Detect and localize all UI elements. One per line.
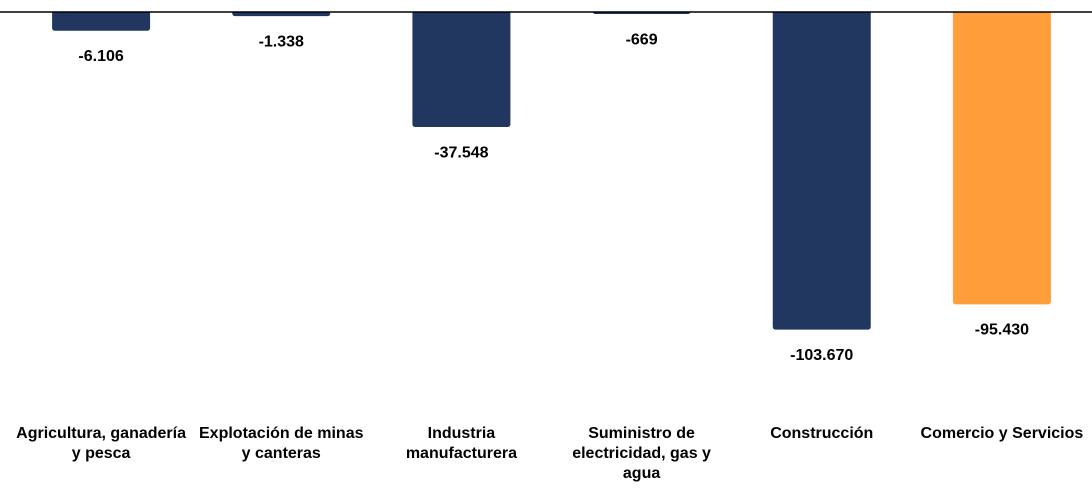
x-tick-label: Comercio y Servicios <box>920 425 1084 442</box>
x-tick-label: Explotación de minas y canteras <box>199 425 364 462</box>
value-label: -669 <box>626 31 658 48</box>
x-tick-label: Industria manufacturera <box>405 425 517 462</box>
value-label: -103.670 <box>790 347 853 364</box>
value-label: -95.430 <box>975 322 1029 339</box>
x-tick-label: Suministro de electricidad, gas y agua <box>572 425 711 482</box>
bar <box>952 12 1051 305</box>
bar <box>232 12 331 17</box>
bar <box>412 12 511 128</box>
bar <box>52 12 151 31</box>
x-tick-label: Construcción <box>770 425 874 442</box>
value-label: -6.106 <box>78 48 123 65</box>
value-label: -1.338 <box>259 33 304 50</box>
value-label: -37.548 <box>434 144 488 161</box>
x-tick-label: Agricultura, ganadería y pesca <box>16 425 186 462</box>
bar <box>772 12 871 330</box>
